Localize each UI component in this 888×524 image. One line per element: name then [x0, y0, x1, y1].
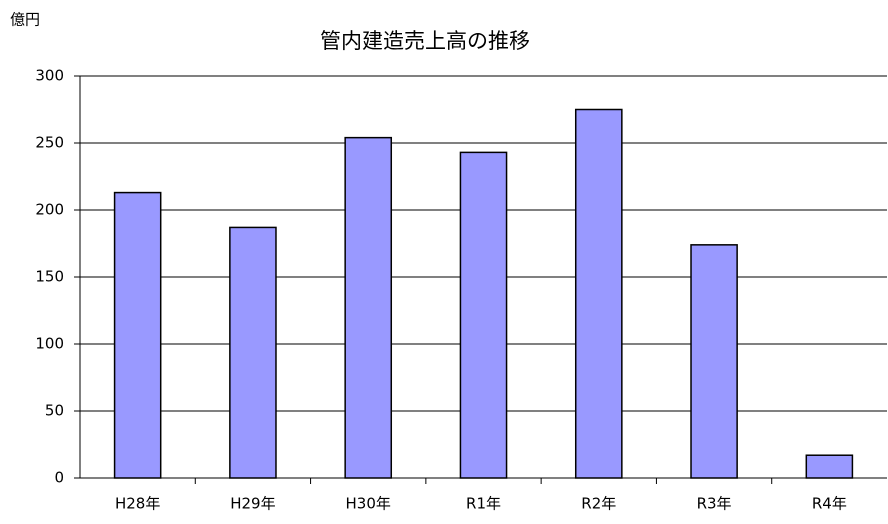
bar: [113, 191, 162, 479]
y-tick-label: 250: [35, 134, 64, 152]
bar: [344, 136, 393, 479]
bar: [690, 244, 738, 479]
x-tick-label: H28年: [115, 495, 160, 513]
x-tick-label: R1年: [466, 495, 501, 513]
bar: [805, 454, 854, 479]
bar: [574, 108, 623, 479]
y-tick-label: 50: [45, 402, 64, 420]
x-tick-label: R2年: [581, 495, 616, 513]
bar: [229, 226, 277, 479]
y-tick-label: 300: [35, 67, 64, 85]
x-tick-label: H29年: [230, 495, 275, 513]
y-tick-label: 200: [35, 201, 64, 219]
x-tick-label: R4年: [812, 495, 847, 513]
y-tick-label: 100: [35, 335, 64, 353]
bar: [459, 151, 508, 479]
y-tick-label: 150: [35, 268, 64, 286]
chart-title: 管内建造売上高の推移: [320, 29, 530, 53]
y-axis-label: 億円: [10, 11, 40, 29]
y-tick-label: 0: [54, 469, 64, 487]
x-tick-label: H30年: [346, 495, 391, 513]
x-tick-label: R3年: [697, 495, 732, 513]
